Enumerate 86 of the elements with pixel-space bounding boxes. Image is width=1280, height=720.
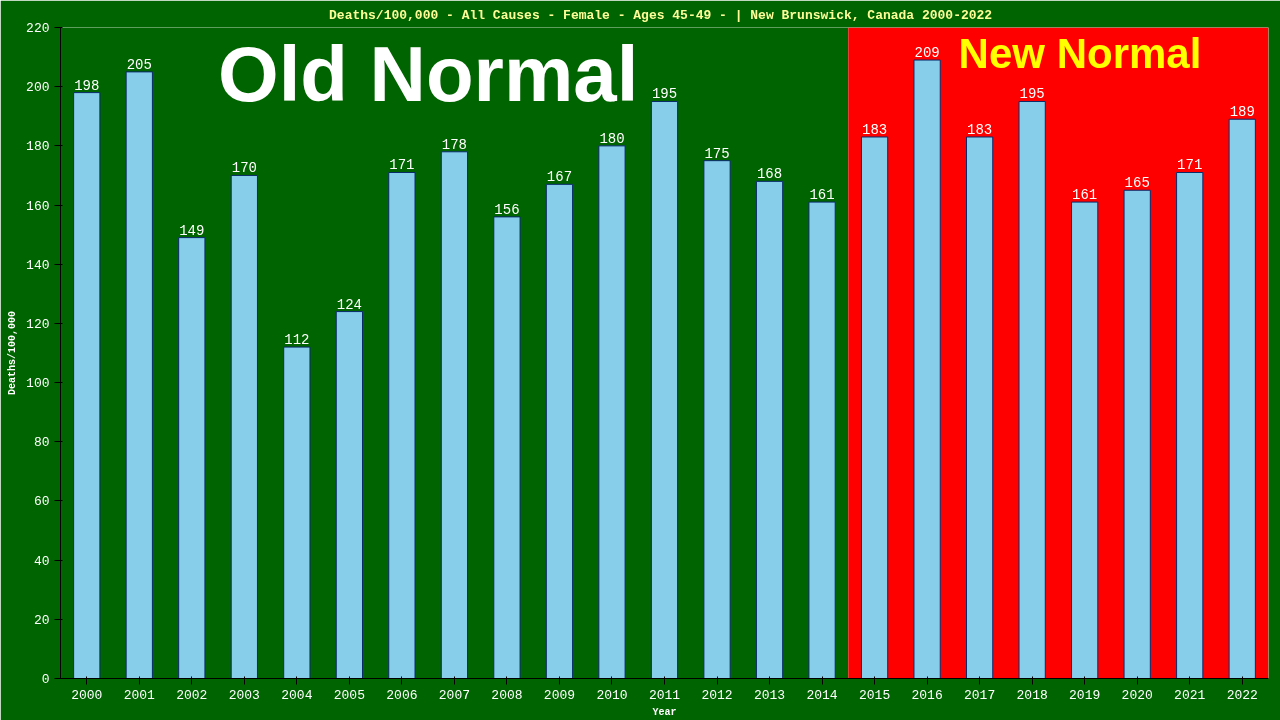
x-axis-title: Year — [652, 706, 677, 718]
x-tick-label: 2003 — [228, 687, 260, 703]
bar — [545, 183, 574, 679]
bar — [230, 174, 258, 679]
bar — [808, 201, 836, 679]
x-tick-label: 2020 — [1121, 687, 1153, 703]
bar — [283, 346, 311, 679]
y-axis-title: Deaths/100,000 — [7, 310, 19, 396]
data-label: 165 — [1124, 175, 1150, 192]
data-label: 189 — [1229, 104, 1255, 121]
x-tick-label: 2011 — [648, 687, 681, 703]
y-tick-label: 60 — [33, 494, 50, 510]
data-label: 178 — [441, 136, 468, 153]
bar — [1228, 118, 1256, 679]
data-label: 112 — [284, 332, 310, 349]
bar — [860, 136, 889, 679]
data-label: 170 — [231, 160, 257, 177]
x-tick-label: 2001 — [123, 687, 156, 703]
x-tick-label: 2016 — [911, 687, 943, 703]
bar — [966, 136, 994, 679]
bar — [755, 180, 784, 679]
x-tick-label: 2002 — [176, 687, 208, 703]
x-tick-label: 2019 — [1069, 687, 1101, 703]
x-tick-label: 2000 — [71, 687, 103, 703]
bar — [913, 59, 941, 679]
bar — [703, 160, 731, 679]
data-label: 171 — [389, 157, 415, 174]
bar — [1176, 172, 1204, 679]
bar — [388, 172, 416, 679]
data-label: 124 — [336, 296, 362, 313]
y-tick-label: 80 — [33, 435, 50, 451]
x-tick-label: 2004 — [281, 687, 313, 703]
x-tick-label: 2021 — [1174, 687, 1206, 703]
data-label: 183 — [861, 121, 888, 138]
x-tick-label: 2017 — [964, 687, 996, 703]
bar — [125, 71, 153, 679]
data-label: 167 — [546, 169, 573, 186]
band-label: Old Normal — [217, 29, 639, 118]
data-label: 156 — [494, 201, 520, 218]
x-tick-label: 2005 — [333, 687, 365, 703]
x-tick-label: 2014 — [806, 687, 838, 703]
data-label: 205 — [126, 56, 152, 73]
y-tick-label: 140 — [26, 257, 50, 273]
y-tick-label: 200 — [26, 80, 50, 96]
y-tick-label: 100 — [26, 376, 50, 392]
data-label: 180 — [599, 130, 625, 147]
data-label: 198 — [74, 77, 100, 94]
bar — [493, 216, 521, 679]
x-tick-label: 2022 — [1226, 687, 1258, 703]
data-label: 161 — [809, 187, 835, 204]
y-tick-label: 180 — [26, 139, 50, 155]
y-tick-label: 0 — [41, 672, 50, 687]
y-tick-label: 20 — [33, 612, 50, 628]
data-label: 149 — [179, 222, 205, 239]
data-label: 183 — [967, 121, 993, 138]
y-tick-label: 120 — [26, 316, 50, 332]
bar — [1123, 189, 1151, 679]
x-tick-label: 2006 — [386, 687, 418, 703]
bar — [178, 237, 206, 679]
y-tick-label: 160 — [26, 198, 50, 214]
x-tick-label: 2010 — [596, 687, 628, 703]
y-tick-label: 220 — [26, 21, 50, 36]
x-tick-label: 2018 — [1016, 687, 1048, 703]
x-tick-label: 2013 — [753, 687, 786, 703]
y-tick-label: 40 — [33, 553, 50, 569]
bar — [650, 100, 679, 679]
x-tick-label: 2008 — [491, 687, 523, 703]
bar — [1071, 201, 1099, 679]
x-tick-label: 2012 — [701, 687, 733, 703]
bar — [1018, 100, 1046, 679]
x-tick-label: 2007 — [438, 687, 471, 703]
data-label: 161 — [1072, 187, 1098, 204]
data-label: 195 — [651, 86, 678, 103]
x-tick-label: 2009 — [543, 687, 576, 703]
data-label: 168 — [756, 166, 783, 183]
bar — [335, 311, 363, 679]
x-tick-label: 2015 — [858, 687, 891, 703]
data-label: 175 — [704, 145, 730, 162]
bar — [598, 145, 626, 679]
data-label: 195 — [1019, 86, 1045, 103]
bar — [440, 151, 469, 679]
data-label: 171 — [1177, 157, 1203, 174]
bar — [73, 92, 101, 679]
band-label: New Normal — [958, 29, 1202, 77]
data-label: 209 — [914, 45, 940, 62]
chart-title: Deaths/100,000 - All Causes - Female - Ages 45-49 - | New Brunswick, Canada 2000-2022 — [329, 7, 993, 23]
